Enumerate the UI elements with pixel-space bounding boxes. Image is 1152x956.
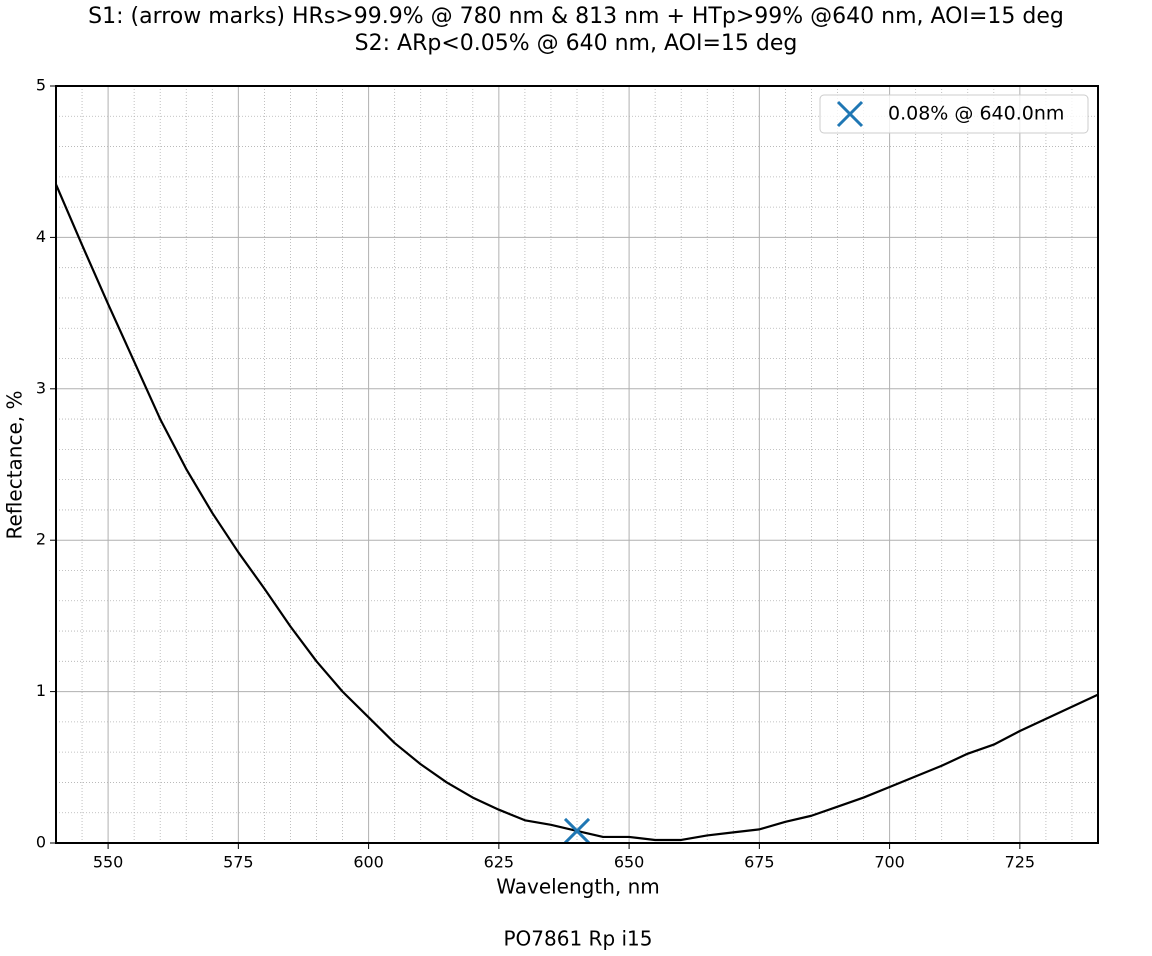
legend-label: 0.08% @ 640.0nm <box>888 103 1064 125</box>
x-tick-label: 600 <box>353 853 384 872</box>
x-tick-label: 625 <box>484 853 515 872</box>
x-tick-label: 550 <box>93 853 124 872</box>
y-tick-label: 1 <box>36 681 46 700</box>
legend-marker <box>836 100 864 128</box>
marker <box>563 817 591 844</box>
footer: PO7861 Rp i15 <box>503 927 652 951</box>
x-tick-label: 575 <box>223 853 254 872</box>
chart-title: S1: (arrow marks) HRs>99.9% @ 780 nm & 8… <box>88 4 1064 29</box>
y-axis-label: Reflectance, % <box>3 391 27 540</box>
y-tick-label: 5 <box>36 76 46 95</box>
y-tick-label: 4 <box>36 227 46 246</box>
x-tick-label: 650 <box>614 853 645 872</box>
x-tick-label: 675 <box>744 853 775 872</box>
y-tick-label: 3 <box>36 378 46 397</box>
x-tick-label: 725 <box>1005 853 1036 872</box>
x-tick-label: 700 <box>874 853 905 872</box>
y-tick-label: 2 <box>36 530 46 549</box>
legend <box>819 94 1089 134</box>
y-tick-label: 0 <box>36 833 46 852</box>
plot-frame <box>55 85 1099 844</box>
chart-subtitle: S2: ARp<0.05% @ 640 nm, AOI=15 deg <box>355 31 798 56</box>
x-axis-label: Wavelength, nm <box>496 875 660 899</box>
